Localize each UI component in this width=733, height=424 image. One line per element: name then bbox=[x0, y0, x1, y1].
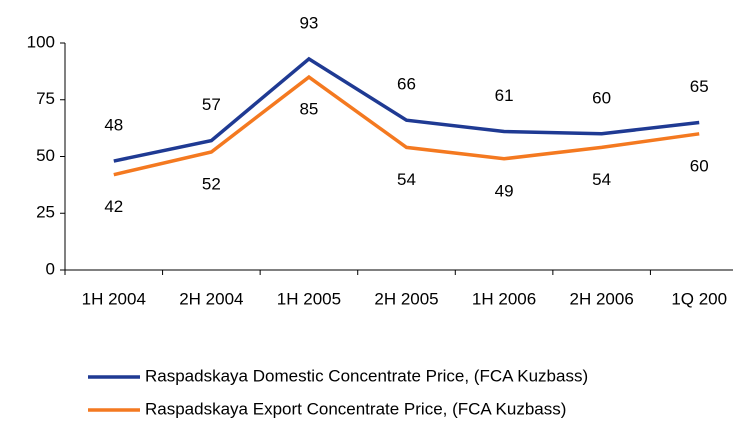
series-line bbox=[113, 56, 700, 163]
x-tick-label: 2H 2005 bbox=[374, 289, 438, 308]
legend-label: Raspadskaya Domestic Concentrate Price, … bbox=[145, 366, 588, 385]
data-label: 48 bbox=[104, 116, 123, 135]
series-line bbox=[113, 74, 700, 177]
y-tick-label: 75 bbox=[36, 89, 55, 108]
data-label: 49 bbox=[495, 181, 514, 200]
x-tick-label: 1H 2006 bbox=[472, 289, 536, 308]
data-label: 54 bbox=[397, 170, 416, 189]
data-label: 52 bbox=[202, 174, 221, 193]
data-label: 57 bbox=[202, 95, 221, 114]
data-label: 66 bbox=[397, 75, 416, 94]
data-label: 93 bbox=[299, 13, 318, 32]
x-tick-label: 1H 2004 bbox=[82, 289, 146, 308]
data-label: 42 bbox=[104, 197, 123, 216]
data-label: 60 bbox=[690, 156, 709, 175]
x-tick-label: 2H 2004 bbox=[179, 289, 243, 308]
data-label: 60 bbox=[592, 88, 611, 107]
data-label: 54 bbox=[592, 170, 611, 189]
y-tick-label: 50 bbox=[36, 146, 55, 165]
data-label: 61 bbox=[495, 86, 514, 105]
y-tick-label: 0 bbox=[46, 259, 55, 278]
y-tick-label: 25 bbox=[36, 203, 55, 222]
data-label: 65 bbox=[690, 77, 709, 96]
y-tick-label: 100 bbox=[27, 32, 55, 51]
legend-label: Raspadskaya Export Concentrate Price, (F… bbox=[145, 399, 566, 418]
x-tick-label: 1Q 200 bbox=[671, 289, 727, 308]
data-label: 85 bbox=[299, 100, 318, 119]
x-tick-label: 1H 2005 bbox=[277, 289, 341, 308]
x-tick-label: 2H 2006 bbox=[570, 289, 634, 308]
